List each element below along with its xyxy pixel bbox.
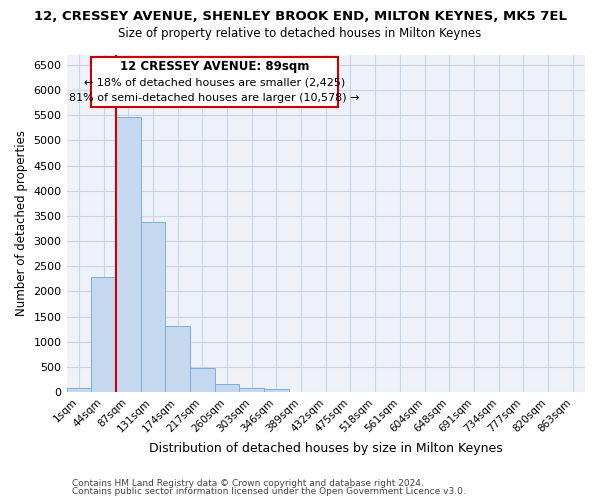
- Bar: [165, 326, 190, 392]
- Bar: [239, 388, 264, 392]
- Bar: [67, 388, 91, 392]
- Text: ← 18% of detached houses are smaller (2,425): ← 18% of detached houses are smaller (2,…: [84, 77, 345, 87]
- Bar: [140, 222, 165, 392]
- Y-axis label: Number of detached properties: Number of detached properties: [15, 130, 28, 316]
- Text: 12 CRESSEY AVENUE: 89sqm: 12 CRESSEY AVENUE: 89sqm: [120, 60, 310, 72]
- Bar: [91, 57, 338, 108]
- Bar: [190, 368, 215, 392]
- Text: 12, CRESSEY AVENUE, SHENLEY BROOK END, MILTON KEYNES, MK5 7EL: 12, CRESSEY AVENUE, SHENLEY BROOK END, M…: [34, 10, 566, 23]
- Text: Contains HM Land Registry data © Crown copyright and database right 2024.: Contains HM Land Registry data © Crown c…: [72, 478, 424, 488]
- Text: 81% of semi-detached houses are larger (10,578) →: 81% of semi-detached houses are larger (…: [70, 93, 360, 103]
- Bar: [264, 389, 289, 392]
- Bar: [116, 117, 140, 392]
- Bar: [215, 384, 239, 392]
- Bar: [91, 278, 116, 392]
- X-axis label: Distribution of detached houses by size in Milton Keynes: Distribution of detached houses by size …: [149, 442, 503, 455]
- Text: Contains public sector information licensed under the Open Government Licence v3: Contains public sector information licen…: [72, 488, 466, 496]
- Text: Size of property relative to detached houses in Milton Keynes: Size of property relative to detached ho…: [118, 28, 482, 40]
